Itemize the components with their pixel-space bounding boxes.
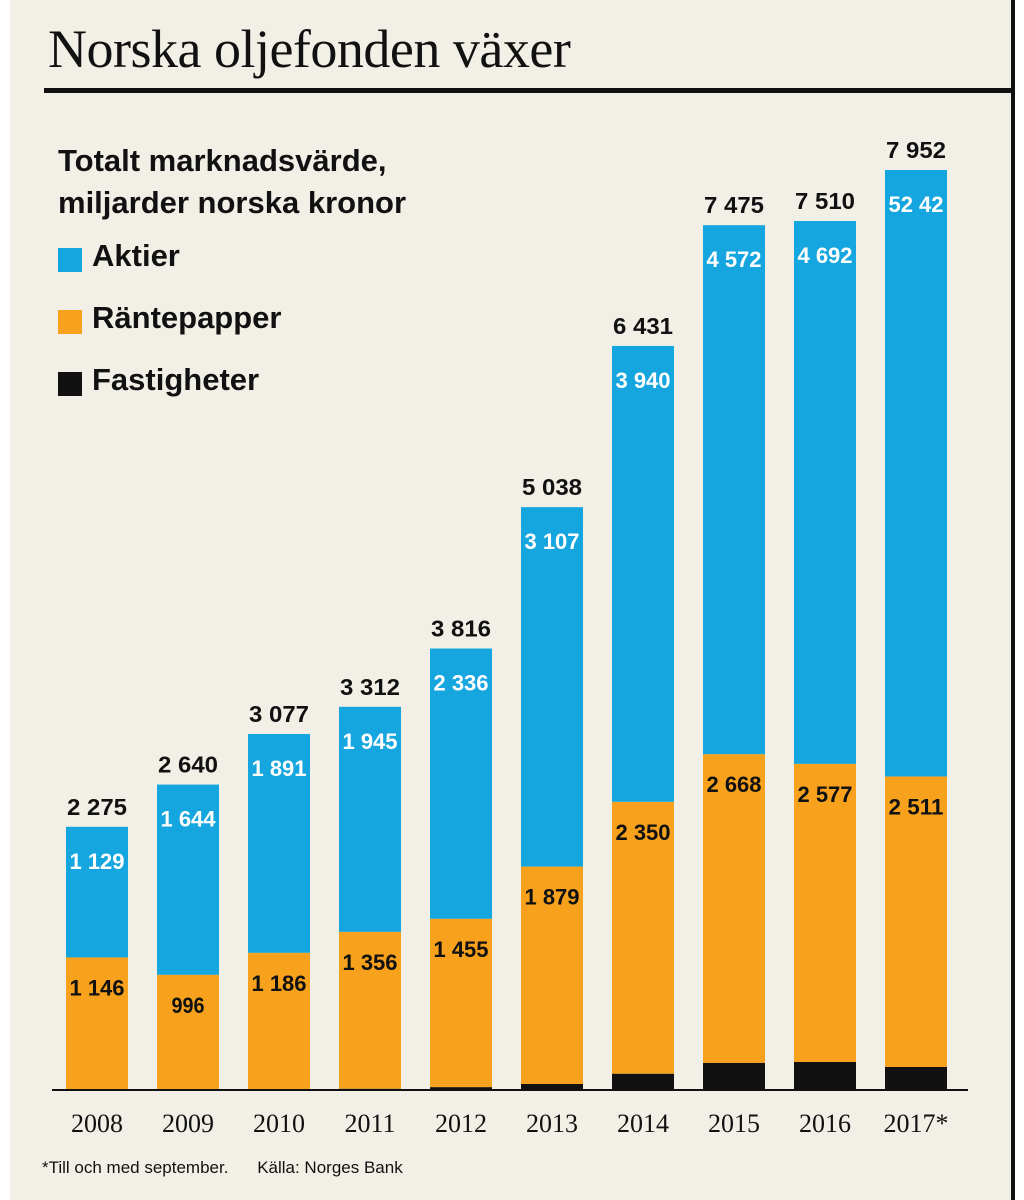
x-tick-label: 2014 [617, 1109, 669, 1138]
x-tick-label: 2011 [344, 1109, 395, 1138]
data-label-rantepapper: 996 [172, 993, 205, 1018]
data-label-aktier: 4 692 [798, 243, 853, 268]
bar-segment-aktier [66, 826, 128, 958]
x-tick-label: 2010 [253, 1109, 305, 1138]
total-label: 6 431 [613, 313, 673, 339]
bar-segment-fastigheter [612, 1073, 674, 1090]
data-label-rantepapper: 1 146 [70, 975, 125, 1000]
x-tick-label: 2009 [162, 1109, 214, 1138]
footnote-source: Källa: Norges Bank [257, 1158, 403, 1177]
bar-segment-aktier [612, 345, 674, 802]
legend-swatch-aktier [58, 248, 82, 272]
bar-segment-rantepapper [339, 931, 401, 1089]
chart-title: Norska oljefonden växer [48, 19, 571, 79]
bar-segment-fastigheter [430, 1087, 492, 1090]
total-label: 3 816 [431, 616, 491, 642]
bar-segment-rantepapper [794, 763, 856, 1062]
footnote: *Till och med september. Källa: Norges B… [42, 1158, 427, 1178]
x-tick-label: 2015 [708, 1109, 760, 1138]
data-label-aktier: 4 572 [707, 247, 762, 272]
bar-segment-aktier [157, 784, 219, 975]
footnote-note: *Till och med september. [42, 1158, 229, 1177]
data-label-aktier: 2 336 [434, 671, 489, 696]
bar-segment-rantepapper [521, 866, 583, 1084]
data-label-aktier: 1 129 [70, 849, 125, 874]
data-label-aktier: 1 945 [343, 729, 398, 754]
bar-segment-aktier [248, 734, 310, 953]
data-label-rantepapper: 1 455 [434, 937, 489, 962]
legend-label-aktier: Aktier [92, 238, 180, 273]
bar-segment-fastigheter [521, 1083, 583, 1090]
x-tick-label: 2017* [884, 1109, 949, 1138]
bar-segment-fastigheter [794, 1062, 856, 1090]
data-label-aktier: 3 940 [616, 368, 671, 393]
data-label-rantepapper: 1 356 [343, 950, 398, 975]
x-tick-label: 2012 [435, 1109, 487, 1138]
total-label: 7 952 [886, 137, 946, 163]
total-label: 7 510 [795, 188, 855, 214]
bar-segment-aktier [430, 648, 492, 919]
x-tick-label: 2016 [799, 1109, 851, 1138]
total-label: 5 038 [522, 474, 582, 500]
bar-segment-fastigheter [885, 1066, 947, 1090]
subtitle-line-2: miljarder norska kronor [58, 185, 407, 220]
data-label-rantepapper: 2 577 [798, 782, 853, 807]
data-label-rantepapper: 1 879 [525, 885, 580, 910]
data-label-rantepapper: 2 668 [707, 772, 762, 797]
bar-segment-aktier [794, 221, 856, 764]
title-rule [44, 88, 1012, 93]
total-label: 3 077 [249, 701, 309, 727]
total-label: 2 275 [67, 794, 127, 820]
total-label: 3 312 [340, 674, 400, 700]
data-label-aktier: 1 644 [161, 807, 217, 832]
legend-swatch-rantepapper [58, 310, 82, 334]
total-label: 2 640 [158, 752, 218, 778]
total-label: 7 475 [704, 192, 764, 218]
bar-segment-fastigheter [703, 1062, 765, 1090]
data-label-rantepapper: 2 511 [889, 794, 944, 819]
data-label-rantepapper: 1 186 [252, 971, 307, 996]
bar-segment-rantepapper [703, 754, 765, 1063]
bar-segment-aktier [885, 170, 947, 777]
legend-label-fastigheter: Fastigheter [92, 362, 260, 397]
bar-segment-rantepapper [430, 918, 492, 1088]
legend-swatch-fastigheter [58, 372, 82, 396]
legend-label-rantepapper: Räntepapper [92, 300, 282, 335]
bar-segment-aktier [339, 706, 401, 932]
data-label-aktier: 3 107 [525, 529, 580, 554]
data-label-aktier: 1 891 [252, 756, 307, 781]
bar-segment-rantepapper [885, 776, 947, 1067]
subtitle-line-1: Totalt marknadsvärde, [58, 143, 387, 178]
bar-segment-rantepapper [612, 801, 674, 1074]
x-tick-label: 2013 [526, 1109, 578, 1138]
x-tick-label: 2008 [71, 1109, 123, 1138]
data-label-rantepapper: 2 350 [616, 820, 671, 845]
bar-segment-rantepapper [248, 952, 310, 1090]
bar-segment-aktier [521, 507, 583, 867]
chart-subtitle: Totalt marknadsvärde, miljarder norska k… [58, 140, 406, 224]
bar-segment-rantepapper [66, 957, 128, 1090]
bar-segment-rantepapper [157, 974, 219, 1090]
bar-segment-aktier [703, 225, 765, 755]
data-label-aktier: 52 42 [889, 192, 944, 217]
